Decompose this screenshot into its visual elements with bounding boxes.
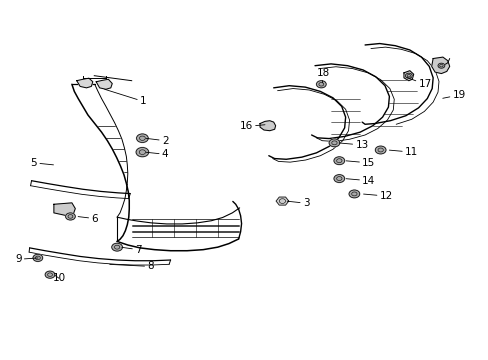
Circle shape — [45, 271, 55, 278]
Circle shape — [136, 134, 148, 143]
Circle shape — [136, 148, 148, 157]
Text: 8: 8 — [109, 261, 154, 271]
Text: 4: 4 — [146, 149, 168, 159]
Circle shape — [348, 190, 359, 198]
Circle shape — [112, 243, 122, 251]
Text: 1: 1 — [104, 89, 146, 107]
Text: 13: 13 — [339, 140, 368, 150]
Text: 7: 7 — [122, 245, 142, 255]
Circle shape — [328, 139, 339, 147]
Text: 5: 5 — [30, 158, 53, 168]
Polygon shape — [276, 197, 288, 205]
Text: 2: 2 — [146, 136, 168, 146]
Polygon shape — [77, 78, 93, 88]
Polygon shape — [54, 203, 75, 216]
Text: 12: 12 — [363, 191, 392, 201]
Text: 16: 16 — [239, 121, 264, 131]
Text: 15: 15 — [346, 158, 375, 168]
Text: 11: 11 — [388, 147, 417, 157]
Polygon shape — [96, 79, 112, 89]
Text: 10: 10 — [52, 273, 65, 283]
Text: 17: 17 — [407, 78, 431, 89]
Circle shape — [405, 73, 411, 78]
Text: 14: 14 — [346, 176, 375, 186]
Circle shape — [33, 254, 42, 261]
Polygon shape — [403, 71, 413, 81]
Polygon shape — [431, 57, 449, 73]
Text: 19: 19 — [442, 90, 465, 100]
Circle shape — [437, 63, 444, 68]
Circle shape — [333, 157, 344, 165]
Polygon shape — [260, 121, 275, 131]
Text: 6: 6 — [78, 213, 98, 224]
Text: 18: 18 — [316, 68, 329, 83]
Text: 3: 3 — [286, 198, 309, 208]
Circle shape — [316, 81, 325, 88]
Circle shape — [65, 213, 75, 220]
Circle shape — [333, 175, 344, 183]
Circle shape — [374, 146, 385, 154]
Text: 9: 9 — [15, 254, 38, 264]
